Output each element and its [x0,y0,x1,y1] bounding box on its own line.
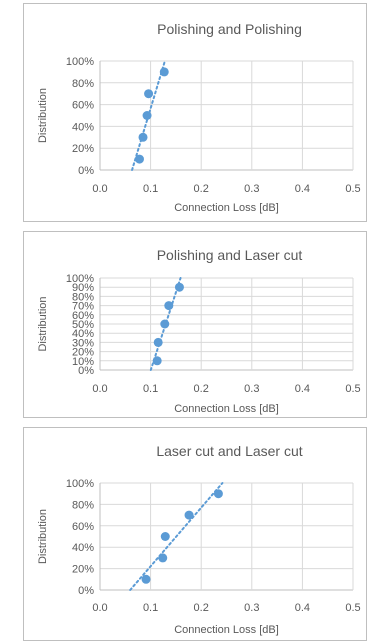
y-tick-label: 80% [72,291,94,303]
data-point [213,489,223,499]
y-tick-label: 60% [72,310,94,322]
y-axis-label: Distribution [37,296,49,351]
x-tick-label: 0.3 [244,602,259,614]
data-point [160,532,170,541]
y-tick-label: 40% [72,328,94,340]
x-tick-label: 0.0 [92,183,107,195]
y-tick-label: 70% [72,301,94,313]
y-tick-label: 100% [66,273,94,285]
y-tick-label: 20% [72,143,94,155]
y-tick-label: 40% [72,542,94,554]
x-tick-label: 0.1 [143,183,158,195]
y-tick-label: 20% [72,564,94,576]
chart-svg-2: Polishing and Laser cut 0%10%20%30%40%50%… [37,247,361,415]
data-point [184,510,194,520]
x-tick-label: 0.3 [244,383,259,395]
x-tick-label: 0.3 [244,183,259,195]
x-tick-label: 0.0 [92,383,107,395]
data-point [134,154,144,164]
y-tick-label: 10% [72,356,94,368]
x-tick-label: 0.4 [295,383,310,395]
data-point [159,67,169,77]
y-tick-label: 40% [72,121,94,133]
data-point [138,132,148,142]
x-tick-label: 0.5 [345,602,360,614]
chart-panel-2: Polishing and Laser cut 0% 10% 20% 30% 40% 50%… [23,231,367,418]
x-tick-label: 0.5 [345,383,360,395]
x-axis-label: Connection Loss [dB] [174,202,279,214]
y-axis-label: Distribution [37,88,49,143]
x-tick-label: 0.2 [194,383,209,395]
y-tick-label: 80% [72,78,94,90]
data-point [174,282,184,292]
x-tick-label: 0.4 [295,183,310,195]
chart-title: Laser cut and Laser cut [156,443,302,459]
y-axis-label: Distribution [37,509,49,564]
y-tick-label: 20% [72,347,94,359]
data-point [152,356,162,366]
data-point [142,111,152,120]
chart-title: Polishing and Laser cut [157,247,303,263]
data-point [164,301,174,311]
y-tick-label: 50% [72,319,94,331]
trendline [129,482,224,591]
x-axis-label: Connection Loss [dB] [174,624,279,636]
y-tick-label: 30% [72,337,94,349]
x-tick-label: 0.2 [194,602,209,614]
y-tick-label: 90% [72,282,94,294]
trendline [149,277,182,371]
x-tick-label: 0.1 [143,383,158,395]
data-point [144,89,154,99]
y-tick-label: 60% [72,100,94,112]
y-tick-label: 100% [66,56,94,68]
chart-svg-3: Laser cut and Laser cut 0% 20% 40% 60% 80% 100… [37,443,361,636]
x-axis-label: Connection Loss [dB] [174,403,279,415]
y-tick-label: 0% [78,165,94,177]
y-tick-label: 80% [72,499,94,511]
x-tick-label: 0.4 [295,602,310,614]
chart-svg-1: Polishing and Polishing 0% 20% 40% 60% 80% 100… [37,21,361,214]
x-tick-label: 0.5 [345,183,360,195]
y-tick-label: 60% [72,521,94,533]
x-tick-label: 0.1 [143,602,158,614]
data-point [141,574,151,584]
y-tick-label: 100% [66,478,94,490]
chart-panel-3: Laser cut and Laser cut 0% 20% 40% 60% 80% 100… [23,427,367,641]
chart-title: Polishing and Polishing [157,21,302,37]
x-tick-label: 0.2 [194,183,209,195]
x-tick-label: 0.0 [92,602,107,614]
data-point [160,319,170,329]
y-tick-label: 0% [78,585,94,597]
data-point [153,337,163,347]
chart-panel-1: Polishing and Polishing 0% 20% 40% 60% 80% 100… [23,3,367,222]
data-point [158,553,168,563]
y-tick-label: 0% [78,365,94,377]
